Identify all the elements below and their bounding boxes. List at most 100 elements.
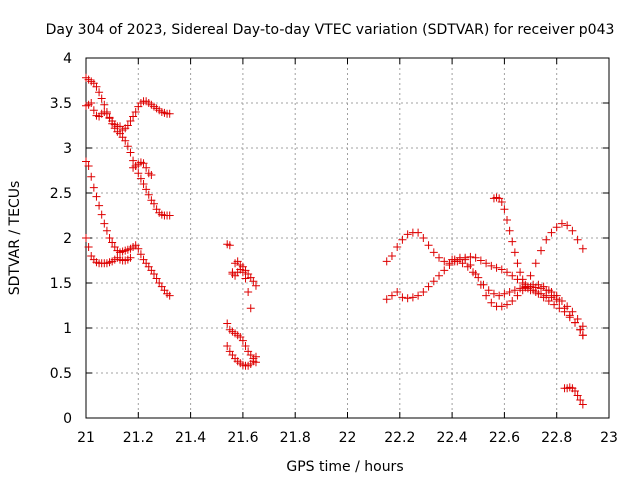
data-point [100, 100, 109, 109]
data-point [505, 226, 514, 235]
data-point [537, 289, 546, 298]
data-point [131, 108, 140, 116]
x-tick-label: 23 [600, 430, 618, 446]
data-point [419, 288, 428, 296]
data-point [149, 270, 158, 278]
data-point [89, 183, 98, 192]
x-tick-label: 21.8 [280, 430, 311, 446]
data-point [142, 185, 151, 194]
data-point [531, 288, 540, 296]
data-point [495, 291, 504, 300]
data-point [100, 219, 109, 228]
data-point [149, 199, 158, 208]
data-point [223, 342, 232, 350]
x-tick-label: 22.2 [384, 430, 415, 446]
data-point [241, 342, 250, 350]
data-point [165, 109, 174, 118]
data-point [578, 400, 587, 409]
data-points [82, 73, 587, 409]
data-point [403, 294, 412, 303]
series-arc-14 [560, 383, 587, 409]
data-point [526, 271, 535, 280]
data-point [497, 198, 506, 206]
data-point [482, 291, 491, 300]
x-tick-labels: 21 21.2 21.4 21.6 21.8 22 22.2 22.4 22.6 22.8 23 [77, 430, 618, 446]
data-point [568, 226, 577, 235]
data-point [518, 275, 527, 284]
data-point [139, 180, 148, 188]
data-point [513, 259, 522, 268]
data-point [435, 253, 444, 262]
series-arc-13 [521, 219, 587, 291]
data-point [440, 257, 449, 266]
data-point [129, 156, 138, 165]
y-tick-label: 0.5 [50, 366, 72, 382]
y-tick-labels: 0 0.5 1 1.5 2 2.5 3 3.5 4 [50, 51, 72, 427]
data-point [547, 293, 556, 302]
x-tick-label: 21.2 [123, 430, 154, 446]
x-tick-label: 21.6 [227, 430, 258, 446]
y-tick-label: 1.5 [50, 276, 72, 292]
data-point [108, 238, 117, 247]
data-point [440, 266, 449, 275]
data-point [382, 295, 391, 304]
data-point [476, 256, 485, 265]
data-point [547, 228, 556, 237]
data-point [573, 315, 582, 323]
data-point [487, 298, 496, 307]
data-point [453, 257, 462, 266]
data-point [241, 274, 250, 283]
data-point [526, 286, 535, 295]
data-point [500, 289, 509, 298]
data-point [563, 221, 572, 230]
data-point [251, 352, 260, 361]
y-tick-label: 3 [63, 141, 72, 157]
data-point [557, 297, 566, 305]
data-point [503, 300, 512, 309]
data-point [126, 148, 135, 157]
data-point [251, 281, 260, 290]
y-tick-label: 2 [63, 231, 72, 247]
y-tick-label: 4 [63, 51, 72, 67]
data-point [537, 246, 546, 255]
data-point [129, 112, 138, 121]
data-point [531, 259, 540, 268]
data-point [479, 280, 488, 289]
data-point [123, 121, 132, 130]
series-arc-3 [82, 157, 174, 300]
data-point [458, 259, 467, 268]
data-point [503, 216, 512, 224]
data-point [134, 169, 143, 178]
data-point [578, 331, 587, 340]
series-arc-7 [223, 319, 260, 367]
data-point [573, 391, 582, 400]
y-tick-label: 0 [63, 411, 72, 427]
data-point [398, 235, 407, 244]
data-point [97, 210, 106, 219]
data-point [424, 282, 433, 291]
data-point [552, 223, 561, 232]
data-point [482, 259, 491, 268]
data-point [484, 286, 493, 295]
data-point [249, 357, 258, 366]
data-point [249, 277, 258, 286]
data-point [429, 277, 438, 286]
data-point [102, 226, 111, 235]
data-point [508, 297, 517, 305]
data-point [414, 228, 423, 237]
data-point [95, 201, 104, 210]
data-point [463, 262, 472, 271]
x-tick-label: 22.6 [489, 430, 520, 446]
data-point [492, 263, 501, 272]
data-point [246, 304, 255, 313]
data-point [471, 253, 480, 262]
data-point [165, 211, 174, 220]
x-tick-label: 21.4 [175, 430, 206, 446]
data-point [82, 234, 90, 242]
data-point [244, 288, 253, 296]
data-point [82, 157, 90, 166]
data-point [500, 205, 509, 214]
series-arc-4 [82, 158, 156, 268]
data-point [573, 235, 582, 244]
